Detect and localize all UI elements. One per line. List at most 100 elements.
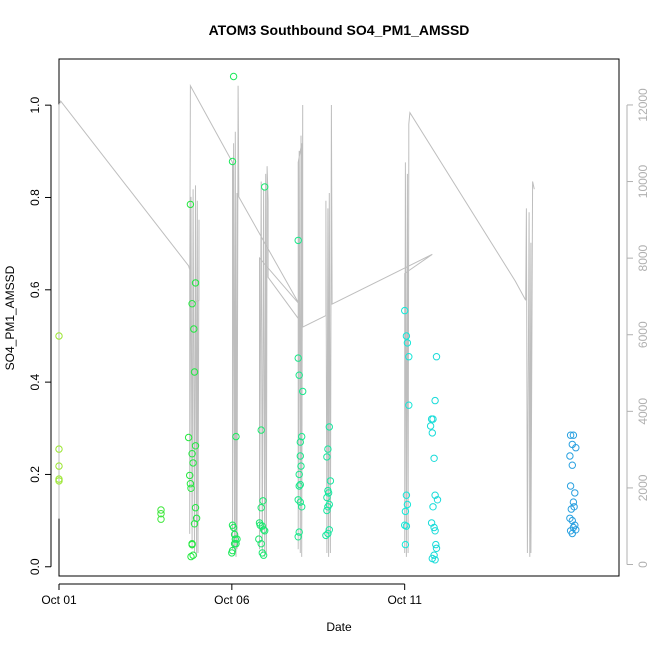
data-point xyxy=(432,540,440,549)
data-point xyxy=(431,527,439,535)
scatter-points-layer xyxy=(55,72,580,564)
data-point xyxy=(259,497,267,505)
data-point xyxy=(261,527,269,535)
altitude-line xyxy=(58,83,535,557)
x-axis-label: Date xyxy=(326,620,352,634)
data-point xyxy=(324,529,332,538)
data-point xyxy=(405,353,413,361)
data-point xyxy=(190,325,198,333)
data-point xyxy=(191,504,200,512)
y-tick-label: 0.6 xyxy=(28,281,42,298)
data-point xyxy=(326,477,335,485)
data-point xyxy=(186,471,194,480)
altitude-line-layer xyxy=(58,83,535,557)
data-point xyxy=(295,528,303,536)
data-point xyxy=(325,423,333,431)
data-point xyxy=(401,507,410,516)
data-point xyxy=(186,200,195,209)
data-point xyxy=(230,530,239,539)
data-point xyxy=(428,429,436,437)
data-point xyxy=(228,157,237,166)
data-point xyxy=(232,432,240,441)
y2-tick-label: 10000 xyxy=(636,165,650,199)
data-point xyxy=(228,549,236,557)
chart-title: ATOM3 Southbound SO4_PM1_AMSSD xyxy=(209,22,470,38)
data-point xyxy=(566,431,575,439)
data-point xyxy=(294,496,302,504)
data-point xyxy=(432,544,441,552)
data-point xyxy=(259,551,268,559)
data-point xyxy=(431,396,439,405)
data-point xyxy=(296,498,304,506)
data-point xyxy=(157,515,165,523)
data-point xyxy=(255,535,263,543)
data-point xyxy=(324,445,332,453)
data-point xyxy=(298,432,306,441)
y-axis-right: 0 2000 4000 6000 8000 10000 12000 xyxy=(626,88,650,568)
data-point xyxy=(298,503,306,511)
data-point xyxy=(566,482,575,490)
data-point xyxy=(566,514,574,522)
data-point xyxy=(294,533,302,541)
data-point xyxy=(571,489,579,497)
data-point xyxy=(233,535,241,543)
data-point xyxy=(188,300,196,308)
data-point xyxy=(426,422,435,430)
data-point xyxy=(430,523,438,532)
data-point xyxy=(229,72,238,81)
y-tick-label: 0.2 xyxy=(28,466,42,483)
y-tick-label: 1.0 xyxy=(28,96,42,113)
data-point xyxy=(55,445,63,453)
data-point xyxy=(299,387,307,396)
data-point xyxy=(296,480,304,489)
data-point xyxy=(324,489,333,497)
data-point xyxy=(322,531,330,540)
data-point xyxy=(402,522,411,530)
data-point xyxy=(157,510,165,518)
x-axis-bottom: Oct 01 Oct 06 Oct 11 xyxy=(41,583,422,607)
data-point xyxy=(401,306,409,315)
data-point xyxy=(261,183,269,191)
data-point xyxy=(190,520,199,528)
y2-tick-label: 0 xyxy=(636,561,650,568)
data-point xyxy=(55,332,63,340)
data-point xyxy=(568,529,576,538)
x-tick-label: Oct 01 xyxy=(41,593,77,607)
data-point xyxy=(257,540,265,548)
data-point xyxy=(566,452,574,460)
data-point xyxy=(187,552,195,561)
data-point xyxy=(189,551,197,559)
data-point xyxy=(324,503,332,511)
data-point xyxy=(230,540,239,548)
data-point xyxy=(323,453,331,461)
data-point xyxy=(295,470,303,479)
y-tick-label: 0.0 xyxy=(28,558,42,575)
y-tick-label: 0.4 xyxy=(28,373,42,390)
x-tick-label: Oct 06 xyxy=(214,593,250,607)
data-point xyxy=(431,491,439,499)
data-point xyxy=(296,452,304,460)
plot-frame xyxy=(58,58,620,577)
data-point xyxy=(401,540,410,549)
y2-tick-label: 6000 xyxy=(636,321,650,348)
data-point xyxy=(55,477,63,485)
data-point xyxy=(295,371,303,379)
data-point xyxy=(325,526,333,534)
data-point xyxy=(569,498,578,506)
data-point xyxy=(402,332,411,340)
data-point xyxy=(189,459,197,467)
data-point xyxy=(570,503,578,511)
y2-tick-label: 12000 xyxy=(636,88,650,122)
y-tick-label: 0.8 xyxy=(28,189,42,206)
y-axis-label: SO4_PM1_AMSSD xyxy=(3,265,17,370)
data-point xyxy=(259,526,268,534)
data-point xyxy=(295,482,303,490)
data-point xyxy=(323,506,331,515)
data-point xyxy=(188,450,196,458)
data-point xyxy=(405,401,413,409)
data-point xyxy=(572,444,580,452)
data-point xyxy=(184,433,193,442)
data-point xyxy=(429,503,437,511)
data-point xyxy=(569,431,578,439)
